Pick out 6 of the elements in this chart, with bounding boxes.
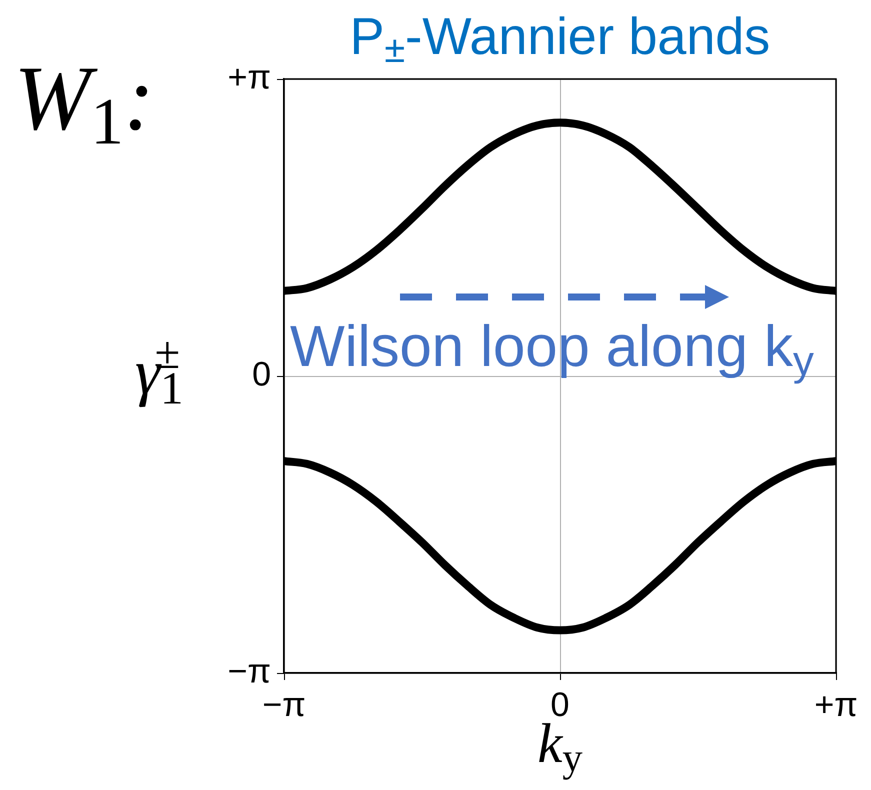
y-tick-label: +π <box>228 58 271 96</box>
chart-title: P$_{±}$-Wannier bands <box>350 8 770 70</box>
y-tick-label: 0 <box>252 355 271 394</box>
text: W$_{1}$: <box>14 47 154 159</box>
x-tick-label: +π <box>814 686 858 724</box>
annotation: Wilson loop along k$_{y}$ <box>290 314 814 384</box>
